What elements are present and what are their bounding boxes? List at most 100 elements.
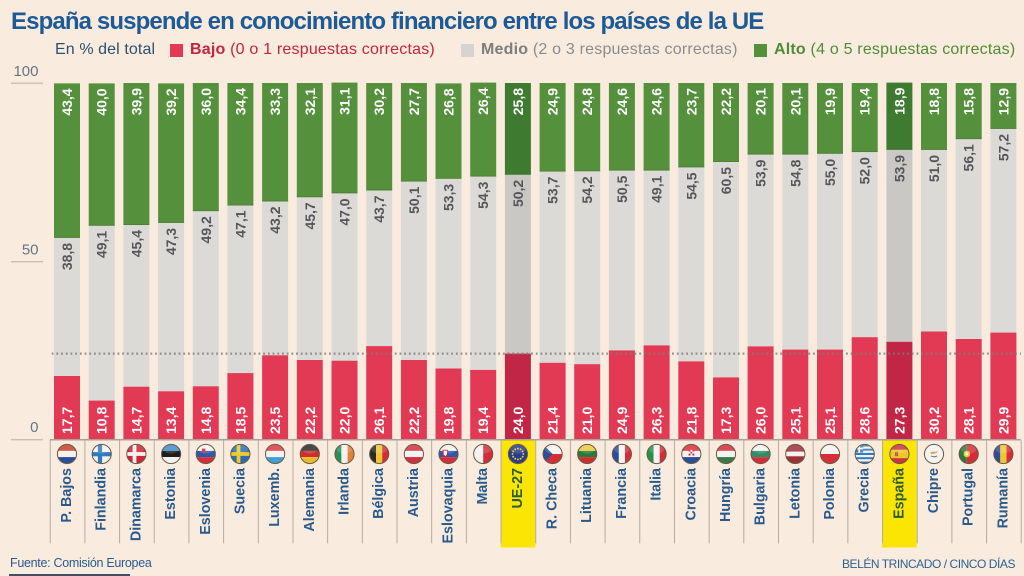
svg-text:Hungría: Hungría — [718, 467, 734, 522]
svg-text:Portugal: Portugal — [961, 468, 977, 526]
svg-text:20,1: 20,1 — [753, 88, 769, 115]
svg-text:24,9: 24,9 — [614, 407, 630, 434]
svg-text:Austria: Austria — [406, 467, 422, 517]
svg-text:20,1: 20,1 — [787, 88, 803, 115]
svg-text:54,8: 54,8 — [787, 159, 803, 186]
svg-text:26,8: 26,8 — [441, 88, 457, 115]
svg-text:14,8: 14,8 — [198, 407, 214, 434]
svg-text:52,0: 52,0 — [857, 157, 873, 184]
svg-text:22,2: 22,2 — [718, 88, 734, 115]
svg-text:22,2: 22,2 — [406, 407, 422, 434]
svg-text:14,7: 14,7 — [128, 407, 144, 434]
svg-text:23,7: 23,7 — [683, 88, 699, 115]
svg-text:30,2: 30,2 — [926, 407, 942, 434]
svg-text:Letonia: Letonia — [787, 467, 803, 519]
svg-text:Bulgaria: Bulgaria — [753, 467, 769, 525]
svg-text:38,8: 38,8 — [59, 243, 75, 270]
svg-text:19,4: 19,4 — [475, 407, 491, 434]
svg-text:22,2: 22,2 — [302, 407, 318, 434]
svg-text:47,1: 47,1 — [232, 210, 248, 237]
svg-text:33,3: 33,3 — [267, 88, 283, 115]
svg-text:19,9: 19,9 — [822, 88, 838, 115]
svg-text:Estonia: Estonia — [163, 467, 179, 520]
svg-text:55,0: 55,0 — [822, 159, 838, 186]
svg-text:34,4: 34,4 — [232, 88, 248, 115]
svg-text:27,7: 27,7 — [406, 88, 422, 115]
svg-text:50,5: 50,5 — [614, 175, 630, 202]
svg-text:47,0: 47,0 — [337, 198, 353, 225]
svg-text:57,2: 57,2 — [995, 134, 1011, 161]
svg-text:100: 100 — [13, 63, 38, 80]
svg-text:25,1: 25,1 — [822, 407, 838, 434]
svg-text:Bélgica: Bélgica — [371, 467, 387, 519]
svg-text:Eslovenia: Eslovenia — [198, 467, 214, 535]
svg-text:13,4: 13,4 — [163, 407, 179, 434]
svg-text:29,9: 29,9 — [995, 407, 1011, 434]
svg-text:26,1: 26,1 — [371, 407, 387, 434]
svg-text:17,3: 17,3 — [718, 407, 734, 434]
svg-text:Polonia: Polonia — [822, 467, 838, 520]
svg-text:50: 50 — [22, 242, 39, 259]
svg-text:Croacia: Croacia — [683, 467, 699, 520]
svg-text:25,1: 25,1 — [787, 407, 803, 434]
svg-text:53,3: 53,3 — [441, 184, 457, 211]
svg-text:31,1: 31,1 — [337, 87, 353, 114]
svg-text:26,4: 26,4 — [475, 87, 491, 114]
svg-text:27,3: 27,3 — [891, 407, 907, 434]
svg-text:24,9: 24,9 — [545, 88, 561, 115]
svg-text:18,8: 18,8 — [926, 88, 942, 115]
svg-text:24,8: 24,8 — [579, 88, 595, 115]
svg-text:24,6: 24,6 — [649, 88, 665, 115]
svg-text:Luxemb.: Luxemb. — [267, 468, 283, 527]
svg-text:39,9: 39,9 — [128, 88, 144, 115]
svg-text:Irlanda: Irlanda — [337, 467, 353, 515]
svg-text:Rumanía: Rumanía — [995, 467, 1011, 528]
svg-text:UE-27: UE-27 — [510, 468, 526, 509]
svg-text:10,8: 10,8 — [94, 407, 110, 434]
svg-text:Italia: Italia — [649, 467, 665, 501]
svg-text:43,2: 43,2 — [267, 206, 283, 233]
svg-text:53,7: 53,7 — [545, 176, 561, 203]
svg-text:P. Bajos: P. Bajos — [59, 468, 75, 523]
svg-text:23,5: 23,5 — [267, 407, 283, 434]
svg-text:24,0: 24,0 — [510, 407, 526, 434]
svg-text:45,4: 45,4 — [128, 230, 144, 257]
svg-text:Francia: Francia — [614, 467, 630, 519]
svg-text:49,2: 49,2 — [198, 216, 214, 243]
svg-text:19,4: 19,4 — [857, 88, 873, 115]
svg-text:50,2: 50,2 — [510, 180, 526, 207]
svg-text:Chipre: Chipre — [926, 468, 942, 513]
svg-text:53,9: 53,9 — [891, 155, 907, 182]
svg-text:17,7: 17,7 — [59, 407, 75, 434]
svg-text:Alemania: Alemania — [302, 467, 318, 532]
svg-text:36,0: 36,0 — [198, 88, 214, 115]
svg-text:50,1: 50,1 — [406, 186, 422, 213]
svg-text:47,3: 47,3 — [163, 228, 179, 255]
svg-text:54,2: 54,2 — [579, 176, 595, 203]
svg-text:60,5: 60,5 — [718, 167, 734, 194]
svg-text:26,0: 26,0 — [753, 407, 769, 434]
svg-text:15,8: 15,8 — [961, 88, 977, 115]
svg-text:49,1: 49,1 — [649, 175, 665, 202]
svg-text:32,1: 32,1 — [302, 88, 318, 115]
svg-text:43,7: 43,7 — [371, 195, 387, 222]
svg-text:21,0: 21,0 — [579, 407, 595, 434]
svg-text:Lituania: Lituania — [579, 467, 595, 523]
svg-text:22,0: 22,0 — [337, 407, 353, 434]
svg-text:54,5: 54,5 — [683, 172, 699, 199]
svg-text:26,3: 26,3 — [649, 407, 665, 434]
svg-text:Dinamarca: Dinamarca — [128, 467, 144, 541]
svg-text:Eslovaquia: Eslovaquia — [441, 467, 457, 544]
svg-text:18,9: 18,9 — [891, 87, 907, 114]
svg-text:19,8: 19,8 — [441, 407, 457, 434]
svg-text:51,0: 51,0 — [926, 155, 942, 182]
svg-text:40,0: 40,0 — [94, 88, 110, 115]
svg-text:21,8: 21,8 — [683, 407, 699, 434]
svg-text:28,6: 28,6 — [857, 407, 873, 434]
svg-text:43,4: 43,4 — [59, 88, 75, 115]
svg-text:Suecia: Suecia — [232, 467, 248, 514]
svg-text:25,8: 25,8 — [510, 88, 526, 115]
svg-text:53,9: 53,9 — [753, 159, 769, 186]
svg-text:28,1: 28,1 — [961, 407, 977, 434]
svg-text:España: España — [891, 467, 907, 519]
